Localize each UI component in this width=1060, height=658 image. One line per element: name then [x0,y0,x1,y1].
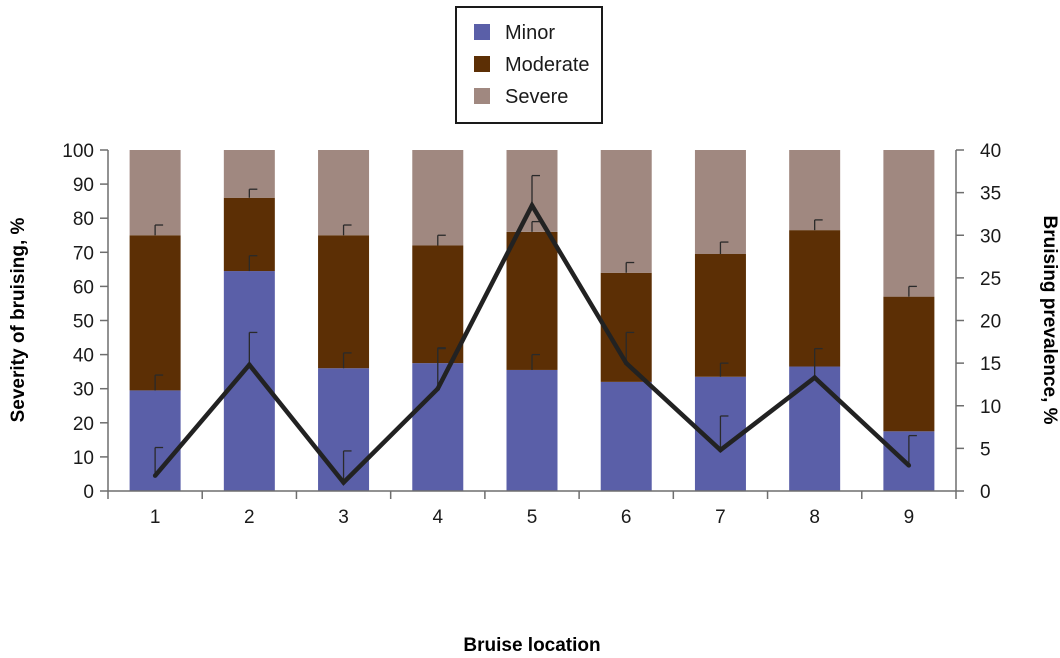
y-tick-label-10: 10 [73,448,94,469]
bar-moderate-9 [883,296,935,432]
prevalence-point-3 [341,480,346,485]
bar-moderate-5 [506,231,558,370]
bar-severe-1 [129,150,181,236]
bars-layer [129,150,935,491]
y2-axis-title: Bruising prevalence, % [1039,215,1060,424]
y-tick-label-80: 80 [73,209,94,230]
bar-severe-8 [789,150,841,231]
legend-label-severe: Severe [505,86,568,108]
errorbar-layer [154,174,917,483]
y-axis-title: Severity of bruising, % [8,217,29,422]
bar-moderate-1 [129,235,181,391]
prevalence-point-9 [906,463,912,468]
y-tick-label-60: 60 [73,277,94,298]
x-tick-label-3: 3 [338,507,349,528]
bar-minor-5 [506,369,558,491]
y-tick-label-50: 50 [73,312,94,333]
bar-severe-7 [694,150,746,255]
bar-moderate-3 [318,235,370,369]
axes-layer [100,149,964,499]
legend-label-minor: Minor [505,22,555,44]
legend-label-moderate: Moderate [505,54,590,76]
y-tick-label-100: 100 [62,141,94,162]
y2-tick-label-35: 35 [980,184,1001,205]
x-tick-label-4: 4 [432,507,443,528]
y2-tick-label-0: 0 [980,482,991,503]
y2-tick-label-25: 25 [980,269,1001,290]
bar-minor-8 [789,366,841,491]
bar-minor-2 [223,271,275,491]
x-tick-label-8: 8 [809,507,820,528]
y2-tick-label-5: 5 [980,439,991,460]
y2-tick-label-10: 10 [980,397,1001,418]
prevalence-point-8 [812,375,817,380]
y-tick-label-90: 90 [73,175,94,196]
y2-tick-label-40: 40 [980,141,1001,162]
y2-tick-label-20: 20 [980,312,1001,333]
y-tick-label-70: 70 [73,243,94,264]
x-axis-title: Bruise location [463,635,600,656]
line-layer [152,200,912,486]
x-tick-label-5: 5 [527,507,538,528]
x-tick-label-9: 9 [904,507,915,528]
y-tick-label-40: 40 [73,346,94,367]
legend-swatch-severe [474,88,490,104]
x-tick-label-1: 1 [150,507,161,528]
y2-tick-label-30: 30 [980,226,1001,247]
x-tick-label-2: 2 [244,507,255,528]
bar-minor-6 [600,381,652,491]
legend-swatch-moderate [474,56,490,72]
bar-severe-9 [883,150,935,297]
legend-swatch-minor [474,24,490,40]
prevalence-point-6 [624,360,629,366]
bar-moderate-7 [694,254,746,377]
legend: Minor Moderate Severe [455,6,603,124]
bar-severe-6 [600,150,652,273]
y-tick-label-0: 0 [83,482,94,503]
bar-severe-4 [412,150,464,246]
x-tick-label-7: 7 [715,507,726,528]
prevalence-point-5 [529,203,535,208]
bar-severe-3 [318,150,370,236]
x-tick-label-6: 6 [621,507,632,528]
prevalence-point-7 [718,447,723,453]
y-tick-label-30: 30 [73,380,94,401]
y2-tick-label-15: 15 [980,354,1001,375]
prevalence-point-4 [435,386,440,391]
prevalence-point-1 [152,473,158,478]
bar-moderate-4 [412,245,464,364]
y-tick-label-20: 20 [73,414,94,435]
bar-moderate-8 [789,230,841,367]
prevalence-point-2 [247,362,252,368]
